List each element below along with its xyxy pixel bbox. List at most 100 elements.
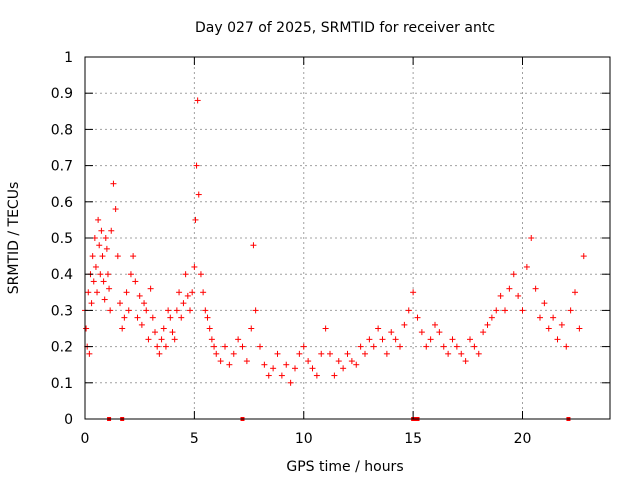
data-point [488, 314, 495, 321]
data-point [154, 343, 161, 350]
data-point [97, 271, 104, 278]
x-tick-label: 15 [404, 431, 422, 447]
data-point [108, 227, 115, 234]
data-point [296, 350, 303, 357]
data-point [410, 289, 417, 296]
data-point [405, 307, 412, 314]
data-point [121, 314, 128, 321]
data-point [440, 343, 447, 350]
data-point [331, 372, 338, 379]
y-tick-label: 0.4 [51, 267, 73, 283]
gridlines [85, 57, 610, 419]
data-point [572, 289, 578, 296]
data-point [123, 289, 130, 296]
y-tick-label: 0.2 [51, 340, 73, 356]
data-point [112, 206, 119, 213]
data-point [528, 235, 535, 241]
y-tick-label: 0.8 [51, 122, 73, 138]
data-point [213, 350, 220, 357]
data-point [502, 307, 508, 314]
data-point [162, 343, 169, 350]
data-point [340, 365, 347, 372]
data-point [130, 253, 137, 260]
y-tick-label: 0.5 [51, 231, 73, 247]
data-point [554, 336, 561, 343]
data-point [375, 325, 382, 332]
data-point [180, 300, 187, 307]
data-point [132, 278, 139, 285]
data-point [357, 343, 364, 350]
data-point [558, 321, 565, 328]
data-point [248, 325, 255, 332]
data-point [523, 263, 530, 270]
chart-title: Day 027 of 2025, SRMTID for receiver ant… [195, 20, 495, 36]
axis-ticks [84, 56, 610, 420]
data-point [86, 350, 93, 357]
data-point [98, 227, 105, 234]
data-point [211, 343, 218, 350]
data-point [222, 343, 228, 350]
y-axis-label: SRMTID / TECUs [6, 182, 22, 295]
data-point [493, 307, 500, 314]
data-point [392, 336, 399, 343]
data-point [194, 97, 201, 104]
data-point [100, 278, 107, 285]
data-point [458, 350, 465, 357]
data-point [149, 314, 156, 321]
x-tick-label: 10 [295, 431, 313, 447]
data-point [192, 216, 199, 223]
data-point [366, 336, 373, 343]
data-point [436, 329, 443, 336]
data-point [427, 336, 434, 343]
data-point [208, 336, 215, 343]
data-point [156, 350, 163, 357]
y-tick-label: 0.9 [51, 86, 73, 102]
data-point [101, 296, 108, 303]
data-point [322, 325, 329, 332]
data-point [506, 285, 513, 292]
data-point [379, 336, 386, 343]
data-point [348, 358, 355, 365]
data-point [475, 350, 482, 357]
data-point [107, 307, 114, 314]
data-point [136, 292, 143, 299]
data-point [103, 245, 110, 252]
data-point [206, 325, 213, 332]
data-point [125, 307, 132, 314]
data-point [480, 329, 487, 336]
data-point [184, 292, 191, 299]
data-point [195, 191, 202, 198]
data-point [576, 325, 583, 332]
data-point [414, 314, 421, 321]
data-point [449, 336, 456, 343]
data-point [453, 343, 460, 350]
y-tick-label: 0.7 [51, 159, 73, 175]
x-tick-label: 0 [81, 431, 90, 447]
data-point [550, 314, 557, 321]
x-tick-labels: 0 5 10 15 20 [81, 431, 532, 447]
data-point [92, 263, 99, 270]
data-point [519, 307, 526, 314]
data-point [388, 329, 395, 336]
data-point [127, 271, 134, 278]
data-point [462, 358, 469, 365]
data-point [309, 365, 316, 372]
y-tick-label: 0 [64, 412, 73, 428]
y-tick-label: 0.3 [51, 303, 73, 319]
data-point [353, 361, 360, 368]
data-point [344, 350, 351, 357]
data-point [484, 321, 491, 328]
data-point [158, 336, 165, 343]
data-point [265, 372, 272, 379]
data-point [110, 180, 117, 187]
data-point [580, 253, 587, 260]
data-point [261, 361, 268, 368]
data-point [532, 285, 539, 292]
data-point [250, 242, 257, 249]
data-point [226, 361, 233, 368]
data-point [191, 263, 198, 270]
data-points [82, 97, 587, 386]
data-point [102, 235, 109, 241]
data-point [370, 343, 377, 350]
